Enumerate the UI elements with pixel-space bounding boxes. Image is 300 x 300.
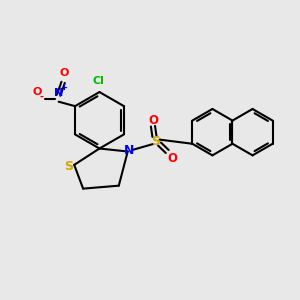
Text: S: S xyxy=(64,160,74,173)
Text: -: - xyxy=(40,92,44,102)
Text: N: N xyxy=(54,88,63,98)
Text: N: N xyxy=(124,143,134,157)
Text: O: O xyxy=(167,152,177,165)
Text: O: O xyxy=(32,87,42,97)
Text: O: O xyxy=(60,68,69,78)
Text: Cl: Cl xyxy=(92,76,104,85)
Text: S: S xyxy=(152,135,160,148)
Text: O: O xyxy=(148,114,158,128)
Text: +: + xyxy=(61,83,68,92)
